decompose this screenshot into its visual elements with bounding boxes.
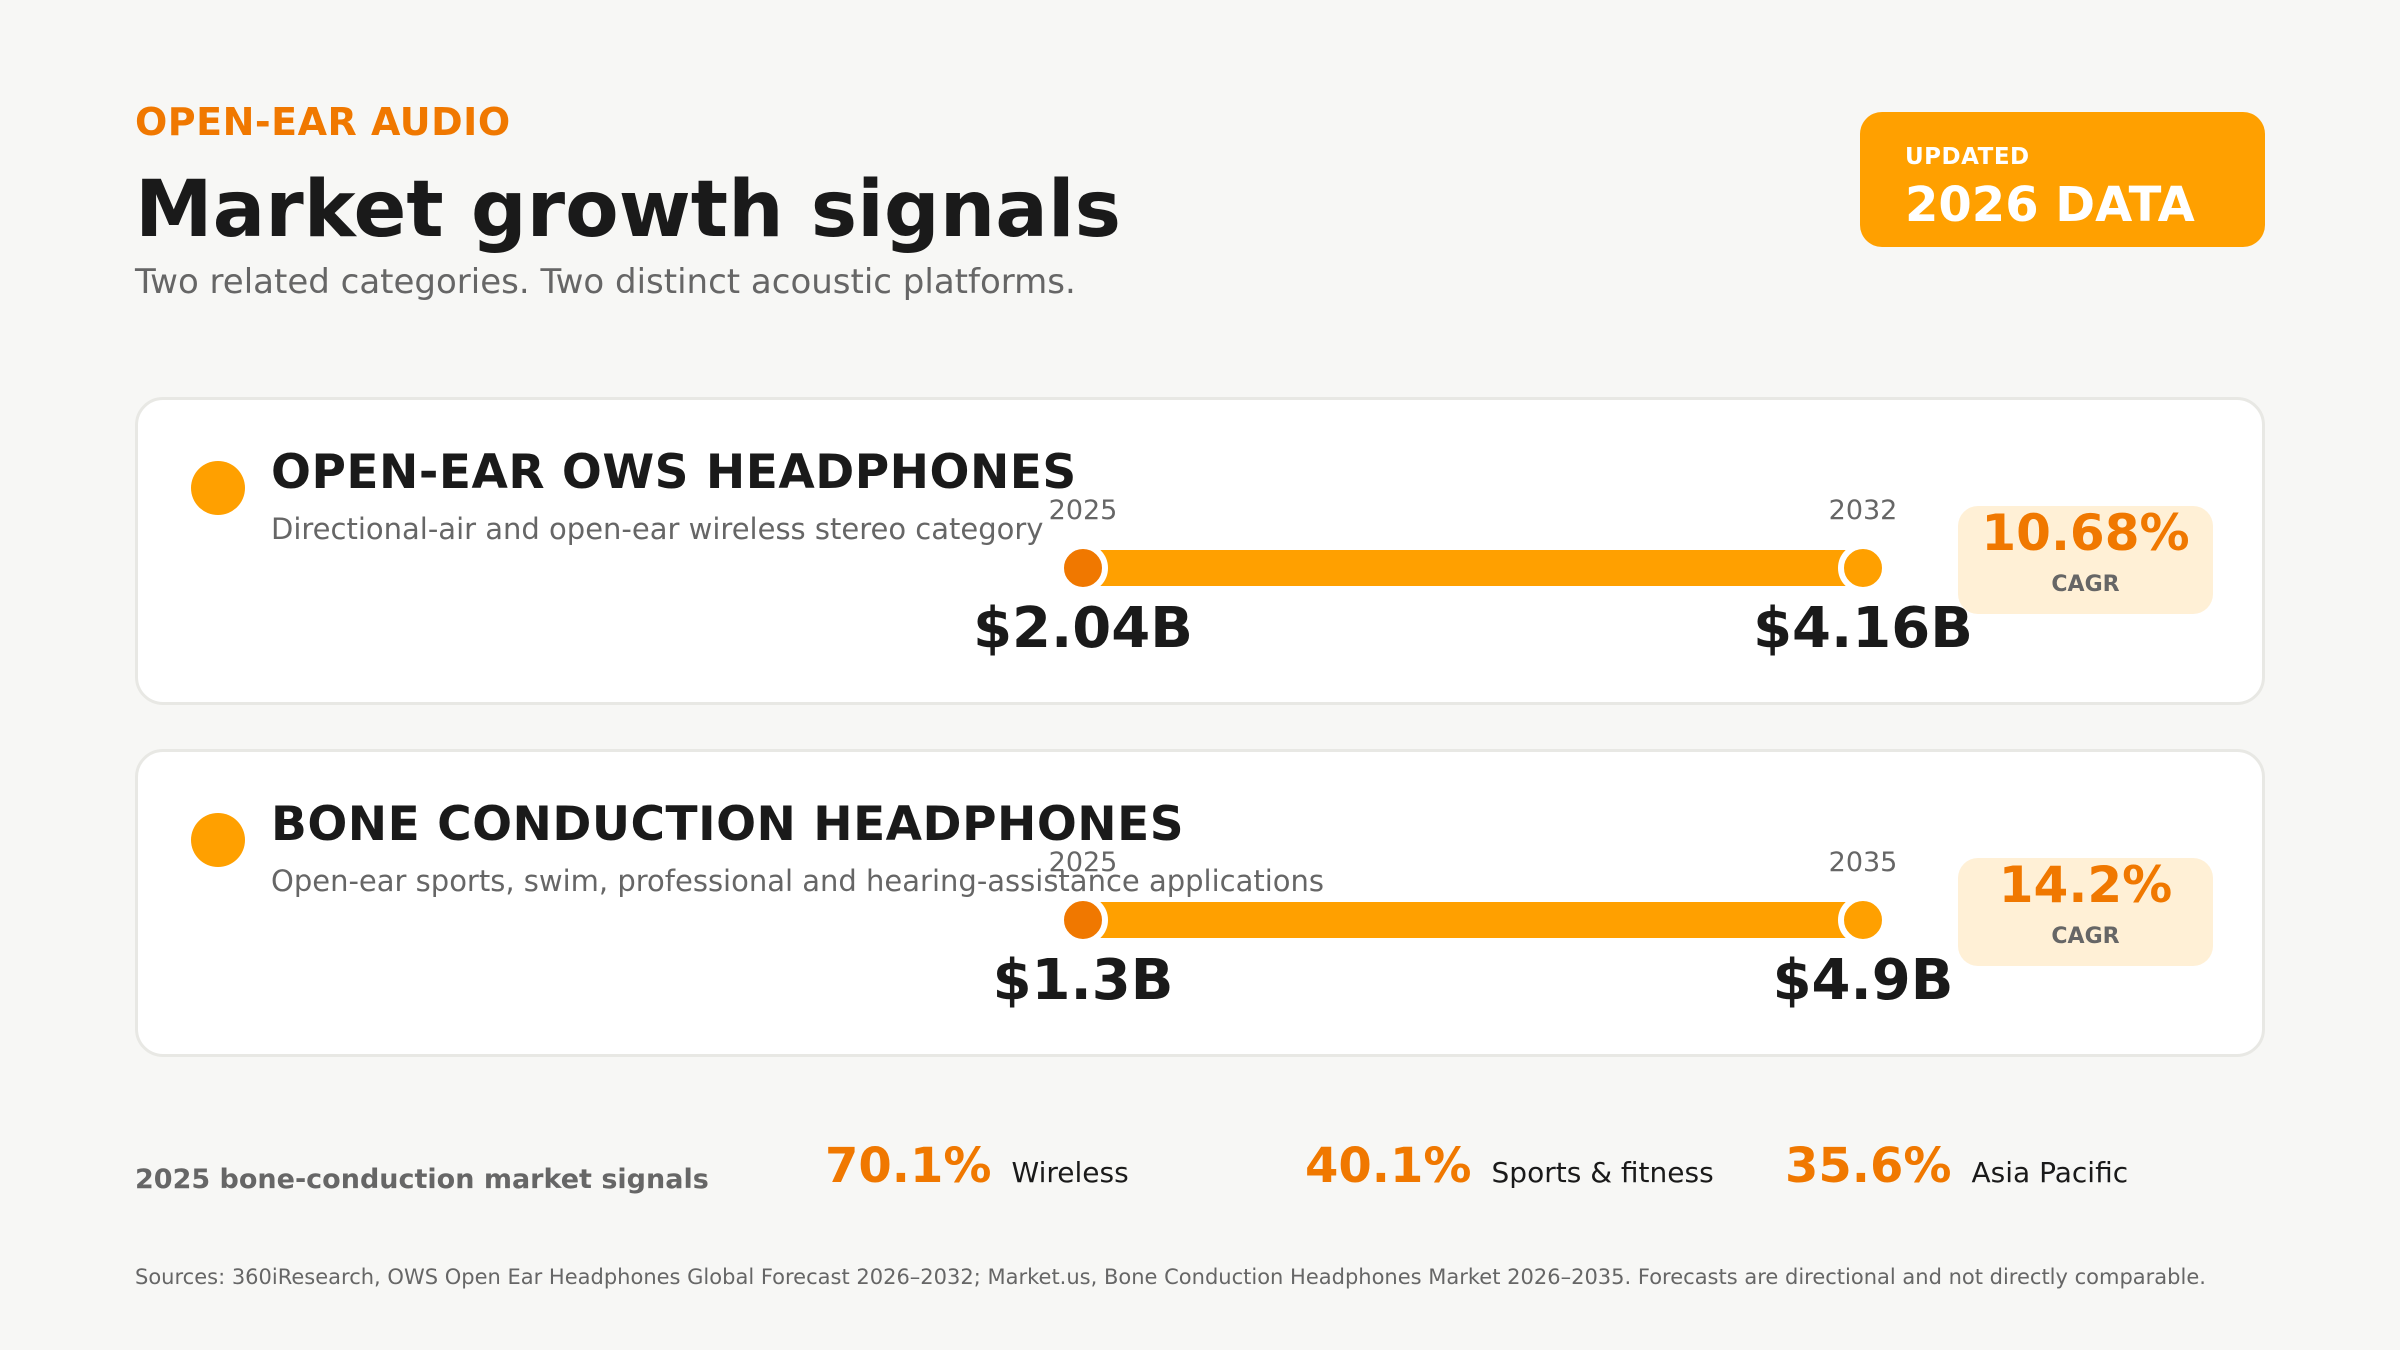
category-description: Open-ear sports, swim, professional and … (271, 864, 1325, 898)
range-chart-ows: 2025 2032 $2.04B $4.16B (973, 495, 1973, 661)
cagr-value: 14.2% (1998, 856, 2173, 914)
start-year-label: 2025 (1049, 847, 1118, 878)
signal-value: 70.1% (825, 1138, 992, 1194)
signal-value: 35.6% (1785, 1138, 1952, 1194)
range-bar (1083, 550, 1863, 586)
signal-label: Sports & fitness (1491, 1156, 1714, 1189)
category-title: OPEN-EAR OWS HEADPHONES (271, 445, 1077, 500)
cagr-box: 14.2% CAGR (1958, 858, 2213, 966)
signal-asia-pacific: 35.6% Asia Pacific (1785, 1138, 2128, 1194)
start-value-label: $2.04B (973, 596, 1193, 661)
category-card-bone: BONE CONDUCTION HEADPHONES Open-ear spor… (135, 749, 2265, 1057)
badge-label: UPDATED (1905, 144, 2030, 170)
category-dot (191, 461, 245, 515)
category-description: Directional-air and open-ear wireless st… (271, 512, 1044, 546)
start-value-label: $1.3B (993, 948, 1174, 1013)
category-dot (191, 813, 245, 867)
signal-label: Wireless (1011, 1156, 1129, 1189)
end-point (1838, 543, 1888, 593)
start-year-label: 2025 (1049, 495, 1118, 526)
signals-title: 2025 bone-conduction market signals (135, 1164, 709, 1195)
end-value-label: $4.16B (1753, 596, 1973, 661)
page-title: Market growth signals (135, 165, 1122, 255)
sources-footnote: Sources: 360iResearch, OWS Open Ear Head… (135, 1265, 2206, 1289)
badge-value: 2026 DATA (1905, 177, 2195, 233)
start-point (1058, 895, 1108, 945)
cagr-label: CAGR (2051, 572, 2120, 597)
range-chart-bone: 2025 2035 $1.3B $4.9B (993, 847, 1954, 1013)
cagr-box: 10.68% CAGR (1958, 506, 2213, 614)
end-point (1838, 895, 1888, 945)
signal-value: 40.1% (1305, 1138, 1472, 1194)
signal-label: Asia Pacific (1971, 1156, 2129, 1189)
category-card-ows: OPEN-EAR OWS HEADPHONES Directional-air … (135, 397, 2265, 705)
cagr-value: 10.68% (1981, 504, 2190, 562)
start-point (1058, 543, 1108, 593)
category-title: BONE CONDUCTION HEADPHONES (271, 797, 1185, 852)
page-subtitle: Two related categories. Two distinct aco… (135, 262, 1076, 302)
signal-sports: 40.1% Sports & fitness (1305, 1138, 1714, 1194)
end-year-label: 2032 (1829, 495, 1898, 526)
eyebrow: OPEN-EAR AUDIO (135, 100, 511, 144)
range-bar (1083, 902, 1863, 938)
end-value-label: $4.9B (1773, 948, 1954, 1013)
signal-wireless: 70.1% Wireless (825, 1138, 1129, 1194)
updated-badge: UPDATED 2026 DATA (1860, 112, 2265, 247)
cagr-label: CAGR (2051, 924, 2120, 949)
end-year-label: 2035 (1829, 847, 1898, 878)
